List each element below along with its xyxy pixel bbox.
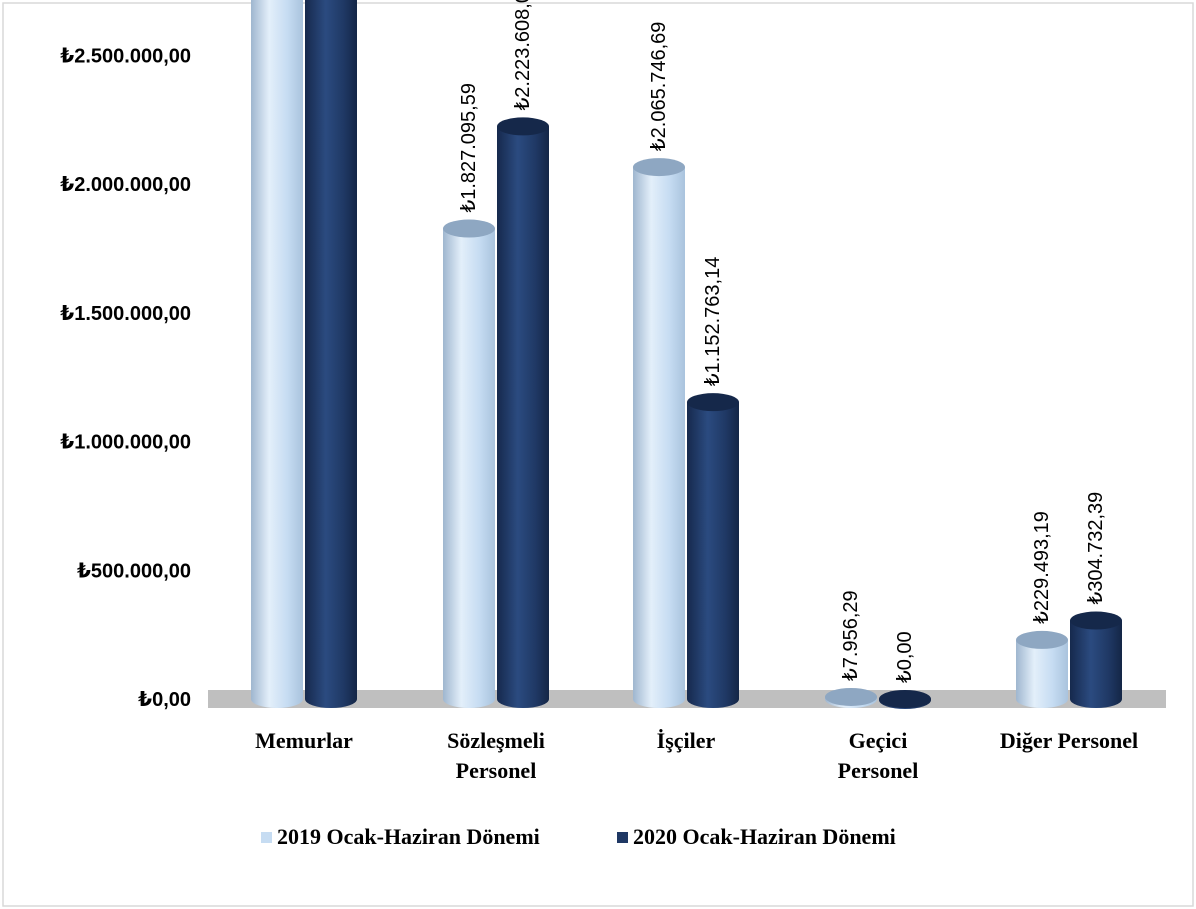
bar-body xyxy=(1016,639,1068,708)
bar xyxy=(879,690,931,709)
bar-body xyxy=(633,167,685,709)
category-label: Sözleşmeli xyxy=(447,728,545,753)
data-label: ₺1.827.095,59 xyxy=(458,83,480,213)
bar-body xyxy=(1070,620,1122,708)
bar xyxy=(687,393,739,708)
bar xyxy=(825,687,877,708)
category-label: Memurlar xyxy=(255,728,353,753)
legend-swatch xyxy=(617,832,628,843)
bar-body xyxy=(251,0,303,708)
bar xyxy=(305,0,357,708)
bar-body xyxy=(497,126,549,708)
bars xyxy=(251,0,1122,709)
y-tick-label: ₺0,00 xyxy=(138,689,191,711)
bar-top xyxy=(497,117,549,136)
bar xyxy=(633,158,685,709)
category-label: Geçici xyxy=(849,728,908,753)
category-label: Personel xyxy=(456,758,537,783)
x-axis: Memurlar Sözleşmeli Personel İşçiler Geçici P… xyxy=(255,728,1138,783)
y-axis: ₺0,00 ₺500.000,00 ₺1.000.000,00 ₺1.500.000,… xyxy=(60,45,191,711)
y-tick-label: ₺500.000,00 xyxy=(77,560,191,582)
data-label: ₺7.956,29 xyxy=(840,590,862,681)
bar xyxy=(443,219,495,708)
data-labels: ₺3.500.764,77₺1.827.095,59₺2.065.746,69₺… xyxy=(458,0,1107,683)
bar xyxy=(1016,630,1068,708)
bar-body xyxy=(443,228,495,708)
legend: 2019 Ocak-Haziran Dönemi 2020 Ocak-Hazira… xyxy=(261,824,896,849)
bar-body xyxy=(687,402,739,708)
y-tick-label: ₺2.000.000,00 xyxy=(60,174,191,196)
bar-top xyxy=(443,219,495,238)
bar-top xyxy=(879,690,931,708)
data-label: ₺1.152.763,14 xyxy=(702,257,724,387)
bar-body xyxy=(305,0,357,708)
data-label: ₺304.732,39 xyxy=(1085,492,1107,605)
y-tick-label: ₺1.500.000,00 xyxy=(60,303,191,325)
data-label: ₺2.223.608,01 xyxy=(512,0,534,110)
legend-label: 2020 Ocak-Haziran Dönemi xyxy=(633,824,896,849)
bar-top xyxy=(1016,630,1068,649)
data-label: ₺2.065.746,69 xyxy=(648,22,670,152)
legend-label: 2019 Ocak-Haziran Dönemi xyxy=(277,824,540,849)
data-label: ₺229.493,19 xyxy=(1031,511,1053,624)
category-label: Diğer Personel xyxy=(1000,728,1138,753)
bar xyxy=(497,117,549,708)
bar-top xyxy=(687,393,739,412)
bar-top xyxy=(633,158,685,177)
data-label: ₺0,00 xyxy=(894,631,916,683)
bar-top xyxy=(825,687,877,706)
bar-top xyxy=(1070,611,1122,630)
legend-swatch xyxy=(261,832,272,843)
category-label: Personel xyxy=(838,758,919,783)
bar xyxy=(1070,611,1122,708)
bar xyxy=(251,0,303,708)
category-label: İşçiler xyxy=(657,728,716,753)
y-tick-label: ₺2.500.000,00 xyxy=(60,45,191,67)
y-tick-label: ₺1.000.000,00 xyxy=(60,432,191,454)
